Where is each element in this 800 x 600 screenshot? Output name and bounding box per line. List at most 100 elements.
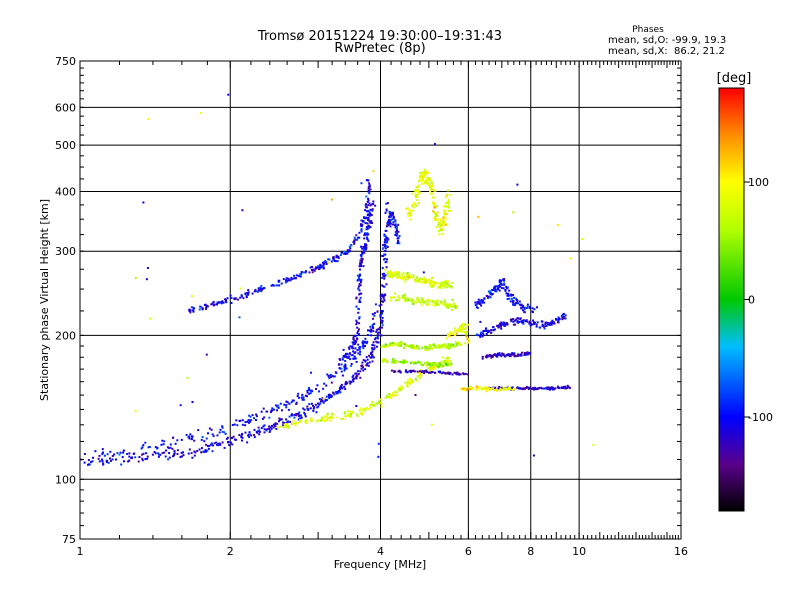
- echo-point: [436, 365, 439, 368]
- echo-point: [205, 306, 208, 309]
- echo-point: [310, 402, 313, 405]
- echo-point: [372, 403, 375, 406]
- echo-point: [397, 230, 400, 233]
- echo-point: [182, 451, 185, 454]
- echo-point: [522, 387, 525, 390]
- echo-point: [420, 304, 423, 307]
- echo-point: [424, 349, 427, 352]
- echo-point: [253, 436, 256, 439]
- echo-point: [491, 354, 494, 357]
- echo-point: [503, 279, 506, 282]
- echo-point: [385, 209, 388, 212]
- echo-point: [221, 441, 224, 444]
- echo-point: [369, 221, 372, 224]
- echo-point: [409, 214, 412, 217]
- echo-point: [403, 276, 406, 279]
- echo-point: [370, 352, 373, 354]
- echo-point: [433, 218, 436, 221]
- echo-point: [381, 267, 384, 270]
- echo-point: [338, 388, 341, 391]
- echo-point: [242, 297, 245, 300]
- echo-point: [389, 269, 392, 272]
- echo-point: [304, 394, 307, 397]
- echo-point: [364, 407, 367, 410]
- echo-point: [502, 321, 505, 324]
- echo-point: [421, 299, 424, 302]
- echo-point: [357, 372, 360, 375]
- echo-point: [340, 367, 343, 370]
- echo-point: [418, 372, 421, 375]
- echo-point: [356, 274, 359, 277]
- echo-point: [287, 279, 290, 282]
- echo-point: [176, 439, 179, 442]
- echo-point: [111, 458, 114, 461]
- echo-point: [358, 316, 361, 319]
- echo-point: [439, 364, 442, 367]
- echo-point: [384, 274, 387, 277]
- echo-point: [411, 299, 414, 302]
- echo-point: [500, 279, 503, 282]
- echo-point: [159, 453, 162, 456]
- echo-point: [422, 179, 425, 182]
- echo-point: [445, 337, 448, 340]
- echo-point: [290, 401, 293, 404]
- echo-point: [330, 376, 332, 379]
- echo-point: [353, 355, 356, 358]
- echo-point: [390, 274, 392, 277]
- echo-point: [449, 343, 452, 346]
- echo-point: [289, 279, 292, 282]
- echo-point: [384, 268, 387, 271]
- echo-point: [503, 278, 506, 280]
- echo-point: [315, 411, 318, 414]
- echo-point: [360, 229, 363, 231]
- echo-point: [511, 389, 514, 391]
- echo-point: [484, 329, 487, 332]
- echo-point: [181, 455, 184, 458]
- echo-point: [303, 411, 306, 414]
- echo-point: [440, 224, 443, 227]
- echo-point: [322, 261, 324, 264]
- echo-point: [374, 336, 377, 339]
- echo-point: [246, 441, 249, 444]
- echo-point: [255, 419, 257, 421]
- echo-point: [345, 356, 348, 359]
- echo-point: [398, 389, 401, 392]
- stats-title: Phases: [632, 25, 664, 35]
- echo-point: [340, 370, 343, 373]
- echo-point: [411, 302, 414, 304]
- echo-point: [353, 352, 356, 354]
- echo-point: [187, 452, 190, 455]
- echo-point: [263, 431, 266, 434]
- echo-point: [326, 418, 329, 421]
- echo-point: [445, 304, 448, 307]
- echo-point: [490, 355, 492, 358]
- echo-point: [390, 296, 393, 299]
- echo-point: [188, 435, 191, 438]
- echo-point: [383, 245, 386, 248]
- echo-point: [354, 339, 357, 342]
- echo-point: [443, 303, 446, 306]
- echo-point: [561, 318, 564, 321]
- echo-point: [337, 392, 340, 395]
- echo-point: [411, 379, 414, 382]
- echo-point: [316, 384, 319, 387]
- echo-point: [223, 446, 226, 449]
- echo-point: [443, 220, 446, 223]
- echo-point: [498, 324, 501, 327]
- echo-point: [298, 275, 301, 278]
- echo-point: [480, 331, 483, 334]
- echo-point: [358, 317, 361, 320]
- echo-point: [449, 209, 452, 212]
- echo-point: [171, 447, 174, 450]
- echo-point: [161, 439, 164, 442]
- echo-point: [255, 415, 258, 418]
- echo-point: [337, 255, 340, 258]
- echo-point: [319, 419, 322, 422]
- echo-point: [192, 310, 195, 313]
- echo-point: [420, 299, 423, 302]
- echo-point: [328, 395, 331, 398]
- echo-point: [510, 353, 513, 356]
- echo-point: [241, 439, 243, 442]
- echo-point: [380, 313, 383, 315]
- echo-point: [364, 222, 367, 225]
